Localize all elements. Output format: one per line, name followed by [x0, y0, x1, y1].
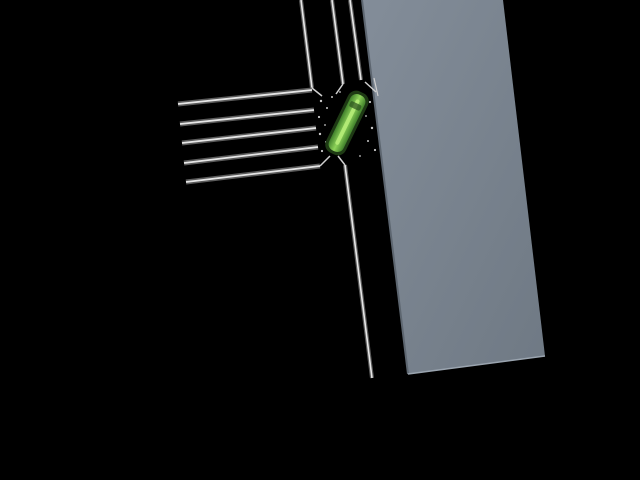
corner-line	[337, 155, 346, 166]
car-icon	[325, 90, 369, 156]
corner-line	[364, 81, 377, 93]
vehicle-windshield	[349, 101, 362, 111]
speck	[370, 126, 374, 130]
building-edge-left	[361, 0, 409, 375]
speck	[368, 100, 372, 104]
road-line	[349, 0, 362, 81]
building-roof	[362, 0, 545, 374]
speck	[365, 115, 367, 117]
speck	[324, 124, 326, 126]
speck	[367, 140, 369, 142]
building-block	[361, 0, 546, 375]
road-line	[177, 89, 313, 105]
corner-line	[311, 87, 323, 97]
speck	[317, 115, 321, 119]
speck	[373, 148, 377, 152]
vehicle-highlight	[335, 99, 360, 145]
road-lines-west	[177, 87, 321, 185]
corner-line	[335, 83, 344, 95]
road-lines-north	[299, 0, 363, 89]
speck	[326, 107, 328, 109]
road-line	[183, 146, 319, 164]
speck	[319, 99, 323, 103]
player-vehicle[interactable]	[322, 88, 372, 159]
road-line	[185, 165, 321, 183]
corner-line	[319, 155, 331, 167]
speck	[318, 132, 322, 136]
road-lines-south	[343, 164, 374, 379]
debris-specks	[317, 91, 377, 157]
road-line	[300, 0, 313, 89]
speck	[320, 149, 324, 153]
road-line	[179, 109, 315, 125]
corner-line	[373, 77, 379, 97]
road-line	[331, 0, 344, 85]
building-edge-bottom	[407, 355, 546, 375]
road-line	[181, 127, 317, 144]
speck	[331, 96, 333, 98]
road-line	[344, 164, 373, 379]
speck	[359, 155, 361, 157]
speck	[339, 91, 341, 93]
intersection-corners	[311, 77, 379, 167]
